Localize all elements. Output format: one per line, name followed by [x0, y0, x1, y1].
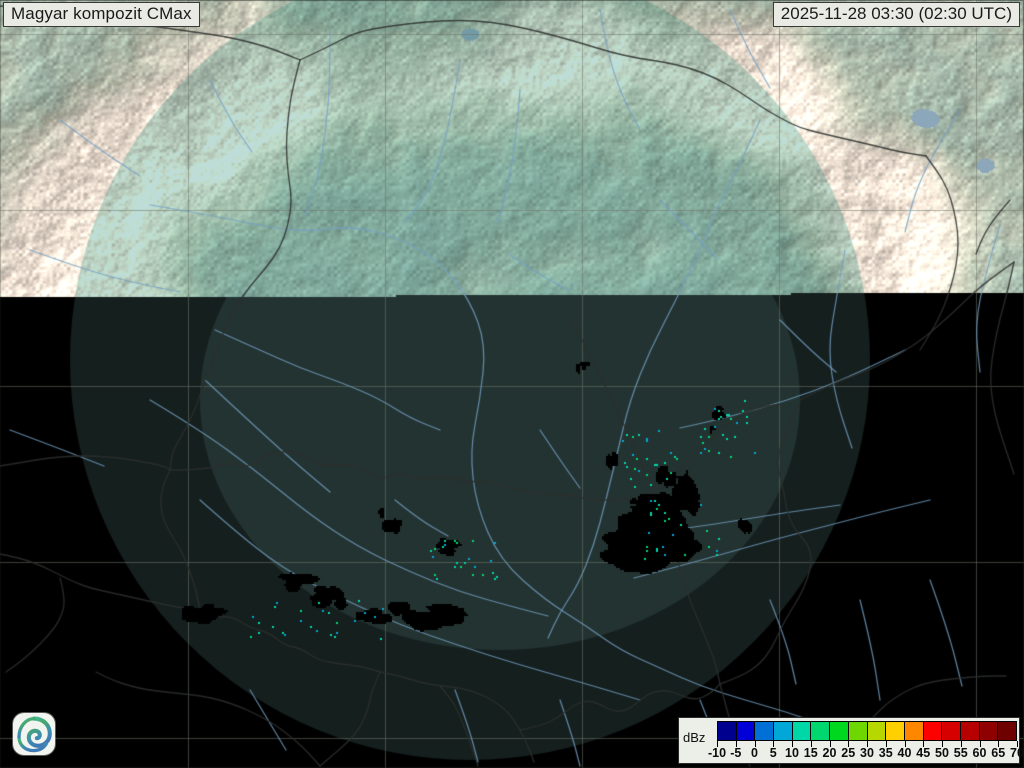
legend-tick-14 [979, 741, 981, 747]
legend-swatch-2 [755, 722, 775, 740]
legend-tick-2 [754, 741, 756, 747]
legend-tick-label-5: 15 [803, 746, 818, 760]
legend-tick-label-9: 35 [878, 746, 893, 760]
legend-tick-label-7: 25 [841, 746, 856, 760]
timestamp-box: 2025-11-28 03:30 (02:30 UTC) [772, 2, 1020, 27]
spiral-icon [17, 716, 52, 753]
legend-swatch-10 [904, 722, 924, 740]
legend-tick-4 [792, 741, 793, 747]
legend-tick-label-10: 40 [897, 746, 912, 760]
legend-swatch-3 [774, 722, 793, 740]
legend-tick-label-2: 0 [751, 746, 758, 760]
legend-swatch-13 [960, 722, 980, 740]
legend-tick-label-16: 70 [1010, 746, 1024, 760]
legend-tick-0 [717, 741, 718, 747]
legend-tick-16 [1017, 741, 1018, 747]
legend-tick-1 [735, 741, 737, 747]
legend-tick-label-6: 20 [822, 746, 837, 760]
product-title-box: Magyar kompozit CMax [3, 2, 200, 27]
legend-tick-9 [885, 741, 887, 747]
legend-tick-labels: -10 -5 0 5 10 15 20 25 30 35 40 45 50 55 60 65 70 [708, 746, 1024, 762]
legend-swatch-5 [811, 722, 831, 740]
legend-tick-label-3: 5 [769, 746, 777, 760]
legend-tick-label-8: 30 [860, 746, 874, 760]
legend-tick-7 [848, 741, 850, 747]
legend-tick-label-15: 65 [991, 746, 1006, 760]
legend-swatch-9 [886, 722, 905, 740]
legend-tick-label-1: -5 [730, 746, 742, 760]
legend-tick-3 [773, 741, 775, 747]
legend-tick-marks [717, 741, 1018, 747]
agency-logo[interactable] [13, 713, 55, 755]
legend-tick-11 [923, 741, 925, 747]
legend-swatch-4 [792, 722, 812, 740]
legend-swatch-0 [718, 722, 737, 740]
legend-tick-5 [810, 741, 812, 747]
legend-swatch-1 [736, 722, 756, 740]
product-title-label: Magyar kompozit CMax [11, 4, 192, 23]
legend-tick-12 [942, 741, 943, 747]
legend-tick-10 [904, 741, 906, 747]
legend-tick-label-14: 60 [972, 746, 987, 760]
dbz-colorbar-legend: dBz -10 -5 0 5 10 15 20 25 30 35 40 45 50 55 60 65 70 [678, 717, 1024, 764]
legend-tick-6 [829, 741, 831, 747]
legend-inner: dBz -10 -5 0 5 10 15 20 25 30 35 40 45 50 55 60 65 70 [679, 718, 1024, 763]
legend-color-bar [717, 721, 1017, 741]
legend-tick-8 [867, 741, 868, 747]
legend-unit-label: dBz [683, 730, 706, 745]
legend-swatch-8 [867, 722, 887, 740]
legend-tick-label-13: 55 [953, 746, 968, 760]
legend-tick-label-11: 45 [916, 746, 931, 760]
legend-swatch-15 [998, 722, 1016, 740]
legend-swatch-12 [942, 722, 961, 740]
legend-tick-label-4: 10 [785, 746, 799, 760]
legend-swatch-7 [848, 722, 868, 740]
legend-tick-13 [960, 741, 962, 747]
legend-swatch-6 [830, 722, 849, 740]
timestamp-label: 2025-11-28 03:30 (02:30 UTC) [780, 4, 1012, 23]
legend-tick-label-12: 50 [935, 746, 949, 760]
legend-swatch-11 [923, 722, 943, 740]
legend-swatch-14 [979, 722, 999, 740]
legend-tick-15 [998, 741, 1000, 747]
legend-tick-label-0: -10 [707, 746, 727, 760]
